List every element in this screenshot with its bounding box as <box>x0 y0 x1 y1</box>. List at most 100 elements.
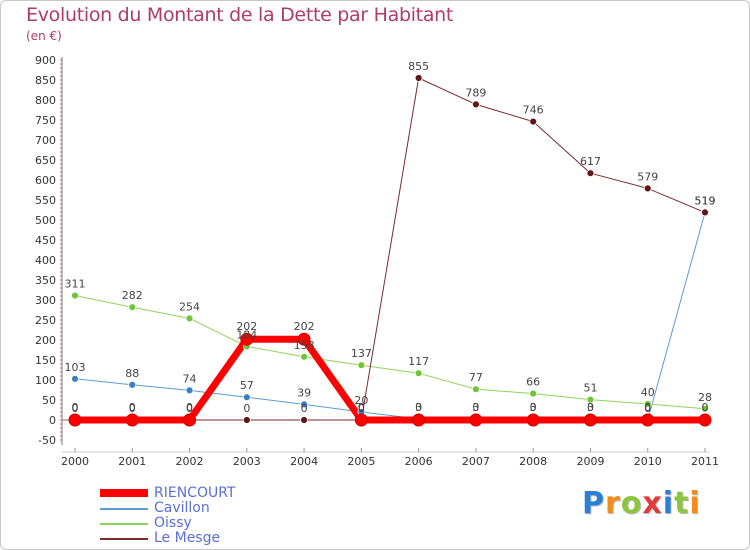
data-point <box>643 400 652 408</box>
data-point <box>240 332 254 346</box>
data-label: 28 <box>698 391 712 404</box>
data-label: 519 <box>695 194 716 207</box>
data-point <box>412 413 426 427</box>
axes: -500501001502002503003504004505005506006… <box>35 54 719 468</box>
data-label: 66 <box>526 376 540 389</box>
y-tick-label: 450 <box>35 234 56 247</box>
data-label: 0 <box>129 402 136 415</box>
x-tick-label: 2002 <box>176 455 204 468</box>
data-point <box>71 374 79 383</box>
data-label: 3 <box>587 401 594 414</box>
data-point <box>472 385 480 394</box>
data-label: 0 <box>243 402 250 415</box>
data-point <box>414 369 423 378</box>
data-point <box>354 413 368 427</box>
data-label: 0 <box>358 401 365 414</box>
y-tick-label: 400 <box>35 254 56 267</box>
y-tick-label: 550 <box>35 194 56 207</box>
legend-swatch <box>100 538 148 540</box>
y-tick-label: 300 <box>35 294 56 307</box>
y-tick-label: 500 <box>35 214 56 227</box>
legend-label: RIENCOURT <box>154 485 236 501</box>
data-label: 3 <box>472 401 479 414</box>
data-label: 855 <box>408 60 429 73</box>
data-label: 158 <box>294 339 315 352</box>
data-point <box>586 169 595 178</box>
legend-label: Oissy <box>154 515 192 531</box>
data-label: 0 <box>702 401 709 414</box>
y-tick-label: 50 <box>42 394 56 407</box>
series-markers <box>68 74 712 427</box>
y-tick-label: 700 <box>35 134 56 147</box>
data-label: 103 <box>65 361 86 374</box>
y-tick-label: 150 <box>35 354 56 367</box>
data-point <box>526 413 540 427</box>
data-point <box>357 361 366 370</box>
y-tick-label: 0 <box>49 414 56 427</box>
logo-letter: r <box>605 486 621 521</box>
data-label: 311 <box>65 278 86 291</box>
data-point <box>185 314 194 323</box>
legend-label: Cavillon <box>154 500 210 516</box>
data-label: 57 <box>240 379 254 392</box>
data-label: 39 <box>297 386 311 399</box>
data-label: 20 <box>354 394 368 407</box>
data-point <box>469 413 483 427</box>
data-point <box>71 291 79 300</box>
data-label: 579 <box>637 170 658 183</box>
data-label: 519 <box>695 194 716 207</box>
data-point <box>641 413 655 427</box>
y-tick-label: 100 <box>35 374 56 387</box>
data-point <box>698 413 712 427</box>
data-label: 0 <box>186 402 193 415</box>
y-tick-label: 800 <box>35 94 56 107</box>
series-line-cavillon <box>74 212 706 421</box>
x-tick-label: 2003 <box>233 455 261 468</box>
y-tick-label: 750 <box>35 114 56 127</box>
data-label: 0 <box>186 401 193 414</box>
logo-letter: i <box>689 486 701 521</box>
data-label: 3 <box>530 401 537 414</box>
data-label: 282 <box>122 289 143 302</box>
series-lines <box>74 77 706 424</box>
data-point <box>583 413 597 427</box>
data-label: 51 <box>583 382 597 395</box>
data-label: 617 <box>580 155 601 168</box>
data-label: 3 <box>415 401 422 414</box>
legend-swatch <box>100 508 148 510</box>
y-tick-label: 850 <box>35 74 56 87</box>
data-label: 137 <box>351 347 372 360</box>
data-label: 0 <box>72 401 79 414</box>
data-label: 0 <box>587 401 594 414</box>
series-line-riencourt <box>75 335 705 424</box>
x-tick-label: 2009 <box>576 455 604 468</box>
y-tick-label: 250 <box>35 314 56 327</box>
data-label: 0 <box>644 402 651 415</box>
x-tick-label: 2011 <box>691 455 719 468</box>
data-point <box>701 404 709 413</box>
x-tick-label: 2004 <box>290 455 318 468</box>
chart-title: Evolution du Montant de la Dette par Hab… <box>26 4 454 26</box>
data-label: 254 <box>179 300 200 313</box>
logo-letter: o <box>620 486 643 521</box>
data-label: 0 <box>472 401 479 414</box>
data-label: 0 <box>129 401 136 414</box>
data-point <box>242 416 251 424</box>
y-tick-label: 350 <box>35 274 56 287</box>
y-tick-label: 200 <box>35 334 56 347</box>
data-point <box>68 413 82 427</box>
x-tick-label: 2007 <box>462 455 490 468</box>
data-point <box>529 117 538 126</box>
x-tick-label: 2005 <box>347 455 375 468</box>
data-label: 77 <box>469 371 483 384</box>
data-point <box>472 100 480 109</box>
x-tick-label: 2000 <box>61 455 89 468</box>
data-point <box>701 208 709 217</box>
data-point <box>300 416 308 424</box>
data-point <box>586 395 595 404</box>
data-label: 184 <box>236 328 257 341</box>
data-label: 0 <box>644 401 651 414</box>
